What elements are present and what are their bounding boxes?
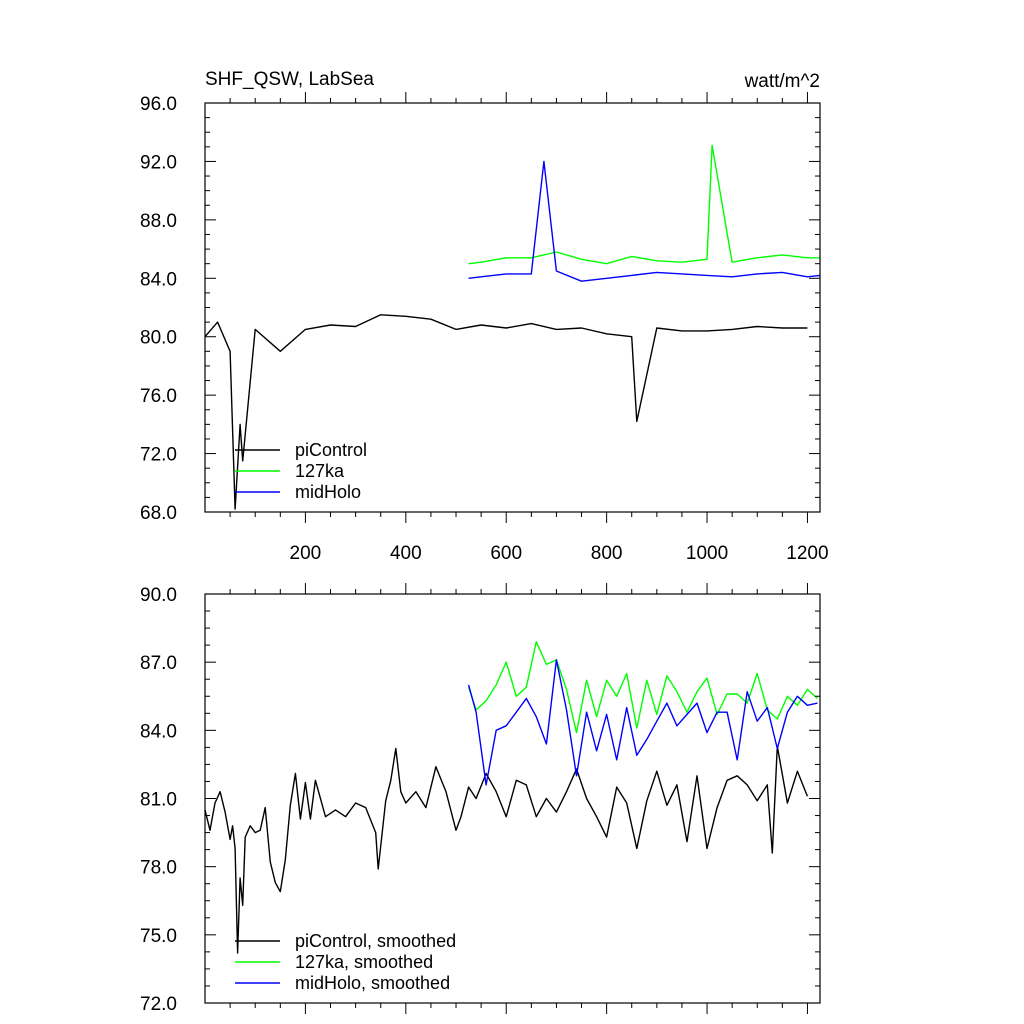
y-tick-label: 90.0	[140, 585, 177, 606]
x-tick-label: 400	[390, 543, 422, 564]
y-tick-label: 80.0	[140, 328, 177, 349]
x-tick-label: 200	[290, 543, 322, 564]
y-tick-label: 84.0	[140, 721, 177, 742]
x-tick-label: 1200	[786, 543, 828, 564]
legend-label: piControl, smoothed	[295, 931, 456, 951]
series-line-picontrol	[204, 314, 808, 510]
y-tick-label: 76.0	[140, 386, 177, 407]
chart-title: SHF_QSW, LabSea	[205, 69, 374, 90]
x-tick-label: 600	[490, 543, 522, 564]
bottom-panel: 72.0 75.0 78.0 81.0 84.0 87.0 90.0 piControl, …	[140, 583, 821, 1015]
y-tick-label: 84.0	[140, 269, 177, 290]
y-tick-label: 87.0	[140, 653, 177, 674]
y-tick-label: 75.0	[140, 926, 177, 947]
y-tick-label: 72.0	[140, 994, 177, 1015]
legend-label: midHolo	[295, 482, 361, 502]
series-layer	[204, 144, 821, 510]
y-tick-label: 96.0	[140, 94, 177, 115]
y-tick-label: 88.0	[140, 211, 177, 232]
legend-label: midHolo, smoothed	[295, 973, 450, 993]
top-panel: SHF_QSW, LabSea watt/m^2 200 400 600 800 100…	[140, 69, 829, 564]
y-tick-label: 68.0	[140, 503, 177, 524]
x-tick-label: 800	[591, 543, 623, 564]
legend-label: 127ka	[295, 461, 345, 481]
legend-label: 127ka, smoothed	[295, 952, 433, 972]
x-tick-label: 1000	[686, 543, 728, 564]
legend-label: piControl	[295, 440, 367, 460]
y-tick-label: 92.0	[140, 152, 177, 173]
y-tick-label: 81.0	[140, 790, 177, 811]
y-tick-label: 72.0	[140, 445, 177, 466]
series-line-midholo	[467, 659, 818, 786]
series-line-midholo	[468, 160, 821, 282]
units-label: watt/m^2	[744, 71, 820, 92]
series-line-127ka	[468, 144, 820, 265]
axis-layer: 72.0 75.0 78.0 81.0 84.0 87.0 90.0	[140, 583, 820, 1015]
y-tick-label: 78.0	[140, 858, 177, 879]
axis-layer: 200 400 600 800 1000 1200 68.0 72.0 76.0 80.0 84.0…	[140, 92, 829, 564]
series-line-127ka	[467, 641, 818, 734]
series-layer	[204, 641, 818, 954]
series-line-picontrol	[204, 745, 809, 954]
